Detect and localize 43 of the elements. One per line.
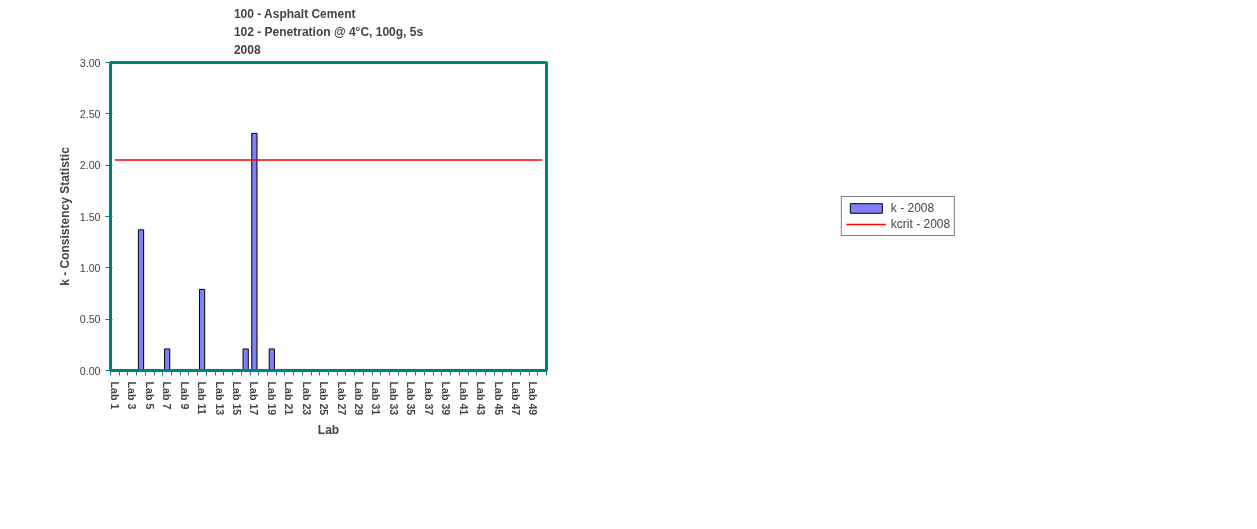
x-tick-label: Lab 1: [108, 381, 121, 410]
bar: [164, 348, 171, 371]
y-tick-label: 2.50: [79, 107, 101, 120]
x-tick-label: Lab 29: [353, 381, 366, 416]
x-tick-label: Lab 43: [475, 381, 488, 416]
bar: [251, 132, 258, 371]
x-tick-label: Lab 47: [509, 381, 522, 416]
x-tick-label: Lab 19: [265, 381, 278, 416]
y-tick-label: 1.00: [79, 261, 101, 274]
x-tick-label: Lab 37: [422, 381, 435, 416]
x-tick-label: Lab 5: [143, 381, 156, 410]
x-tick-label: Lab 3: [126, 381, 139, 410]
x-tick-label: Lab 35: [405, 381, 418, 416]
y-tick-label: 2.00: [79, 159, 101, 172]
x-tick-label: Lab 31: [370, 381, 383, 416]
x-tick-label: Lab 17: [248, 381, 261, 416]
x-tick-label: Lab 45: [492, 381, 505, 416]
x-tick-label: Lab 25: [318, 381, 331, 416]
x-tick-label: Lab 7: [161, 381, 174, 410]
x-tick-label: Lab 33: [387, 381, 400, 416]
y-axis-title: k - Consistency Statistic: [57, 146, 72, 286]
x-tick-label: Lab 27: [335, 381, 348, 416]
x-tick-label: Lab 39: [440, 381, 453, 416]
x-tick-label: Lab 9: [178, 381, 191, 410]
x-tick-label: Lab 41: [457, 381, 470, 416]
x-tick-label: Lab 21: [283, 381, 296, 416]
x-tick-label: Lab 49: [527, 381, 540, 416]
x-axis-title: Lab: [317, 423, 340, 438]
x-tick-label: Lab 11: [196, 381, 209, 415]
bar: [242, 348, 249, 371]
y-tick-label: 1.50: [79, 210, 101, 223]
legend-label: kcrit - 2008: [890, 217, 951, 231]
x-tick-label: Lab 23: [300, 381, 313, 416]
x-tick-label: Lab 13: [213, 381, 226, 416]
legend-label: k - 2008: [890, 201, 935, 215]
y-tick-label: 0.50: [79, 313, 101, 326]
x-tick-label: Lab 15: [230, 381, 243, 416]
chart-title: 100 - Asphalt Cement 102 - Penetration @ 4°C, 100g, 5s 2008: [233, 7, 424, 58]
bar: [137, 229, 145, 371]
bar: [268, 348, 275, 371]
bar: [198, 288, 206, 371]
y-tick-label: 3.00: [79, 56, 101, 69]
y-tick-label: 0.00: [79, 364, 101, 377]
